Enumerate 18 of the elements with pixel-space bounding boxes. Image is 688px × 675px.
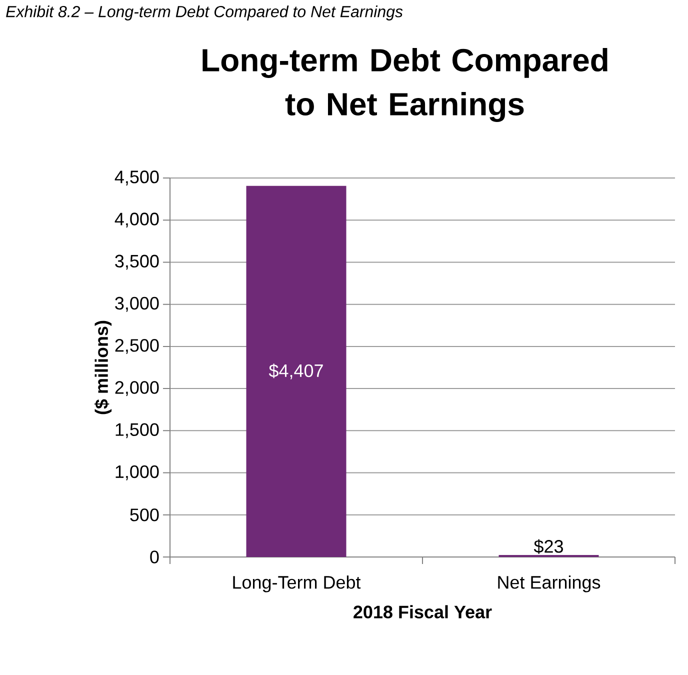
y-tick-label: 500: [130, 508, 159, 522]
data-label: $23: [534, 539, 563, 554]
x-tick-label: Long-Term Debt: [233, 576, 361, 592]
y-tick-label: 4,500: [114, 170, 159, 186]
y-tick-label: 3,500: [115, 254, 159, 270]
y-tick-label: 2,000: [115, 381, 159, 396]
y-tick-label: 3,000: [115, 296, 159, 312]
y-axis-title: ($ millions): [94, 320, 112, 414]
chart-title: Long-term Debt Compared to Net Earnings: [202, 48, 608, 122]
y-tick-label: 0: [150, 550, 159, 564]
x-tick-label: Net Earnings: [498, 576, 600, 592]
data-label: $4,407: [268, 364, 323, 380]
y-tick-label: 4,000: [114, 212, 159, 228]
y-tick-label: 1,000: [116, 465, 159, 480]
y-tick-label: 1,500: [116, 423, 159, 438]
x-axis-title: 2018 Fiscal Year: [354, 605, 492, 618]
y-tick-label: 2,500: [115, 339, 159, 354]
text: Exhibit 8.2 – Long-term Debt Compared to Net Earnings: [6, 6, 403, 20]
